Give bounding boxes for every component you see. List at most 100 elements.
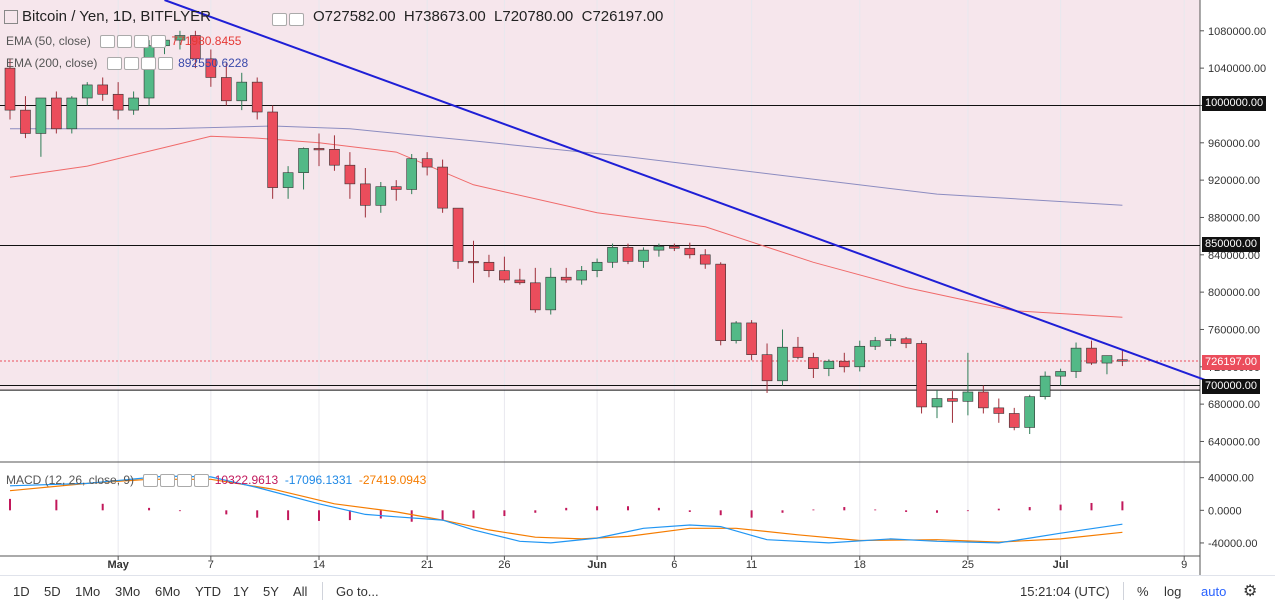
- timeframe-1mo[interactable]: 1Mo: [75, 584, 101, 599]
- candle-up: [66, 97, 78, 130]
- menu-icon[interactable]: [4, 10, 18, 24]
- candle-down: [437, 166, 448, 209]
- current-price-tag: 726197.00: [1202, 355, 1260, 370]
- price-axis-label: 1040000.00: [1208, 63, 1266, 75]
- candles-group: [4, 30, 1128, 434]
- price-axis-label: 1080000.00: [1208, 26, 1266, 38]
- candle-up: [962, 391, 974, 402]
- candle-down: [390, 186, 402, 190]
- macd-axis-label: 0.0000: [1208, 505, 1242, 517]
- candle-down: [684, 247, 696, 256]
- timeframe-3mo[interactable]: 3Mo: [115, 584, 141, 599]
- candle-up: [1039, 375, 1051, 397]
- toolbar-divider-right: [1123, 582, 1124, 600]
- timeframe-6mo[interactable]: 6Mo: [155, 584, 181, 599]
- candle-up: [128, 97, 139, 111]
- candle-up: [854, 345, 866, 368]
- time-axis-label: Jun: [587, 559, 607, 571]
- candle-up: [591, 261, 603, 271]
- price-axis-label: 800000.00: [1208, 287, 1260, 299]
- price-pane-shade: [0, 0, 1200, 391]
- candle-down: [20, 109, 31, 134]
- time-axis-label: 21: [421, 559, 433, 571]
- toolbar-divider: [322, 582, 323, 600]
- candle-down: [267, 111, 278, 188]
- goto-button[interactable]: Go to...: [336, 584, 379, 599]
- candle-down: [190, 35, 201, 60]
- candle-down: [622, 247, 634, 262]
- timeframe-1d[interactable]: 1D: [13, 584, 30, 599]
- candle-up: [282, 172, 294, 188]
- candle-down: [251, 81, 263, 113]
- open-value: O727582.00: [313, 8, 396, 25]
- ema50-label: EMA (50, close): [6, 34, 91, 48]
- log-toggle[interactable]: log: [1164, 584, 1182, 599]
- candle-down: [452, 207, 464, 262]
- candle-up: [545, 276, 557, 311]
- candle-down: [529, 282, 541, 311]
- price-pane-lower: [0, 390, 1200, 462]
- bottom-toolbar: [0, 575, 1275, 616]
- candle-down: [499, 270, 510, 281]
- time-axis-label: 6: [671, 559, 677, 571]
- ema200-line: [10, 125, 1123, 206]
- ema50-legend[interactable]: EMA (50, close) 771980.8455: [6, 34, 242, 49]
- timeframe-5d[interactable]: 5D: [44, 584, 61, 599]
- candle-down: [1008, 413, 1020, 428]
- candle-up: [576, 270, 587, 281]
- candle-down: [715, 263, 727, 341]
- level-tag-700000: 700000.00: [1202, 379, 1260, 394]
- candle-down: [978, 391, 989, 409]
- candle-down: [205, 58, 217, 78]
- candle-up: [777, 346, 788, 382]
- candle-up: [1055, 371, 1066, 377]
- macd-label: MACD (12, 26, close, 9): [6, 473, 135, 487]
- low-value: L720780.00: [494, 8, 574, 25]
- price-axis-label: 920000.00: [1208, 175, 1260, 187]
- candle-down: [947, 398, 958, 402]
- candle-down: [746, 322, 757, 355]
- time-axis-label: 9: [1181, 559, 1187, 571]
- timeframe-all[interactable]: All: [293, 584, 308, 599]
- candle-up: [1024, 396, 1035, 428]
- level-tag-850000: 850000.00: [1202, 237, 1260, 252]
- timeframe-ytd[interactable]: YTD: [195, 584, 221, 599]
- price-axis-label: 880000.00: [1208, 212, 1260, 224]
- time-axis-label: 7: [208, 559, 214, 571]
- candle-down: [916, 343, 927, 408]
- candle-down: [468, 261, 479, 264]
- candle-up: [35, 97, 47, 134]
- candle-down: [808, 357, 819, 369]
- candle-up: [375, 186, 387, 206]
- chart-canvas[interactable]: 640000.00680000.00720000.00760000.008000…: [0, 0, 1275, 575]
- timeframe-5y[interactable]: 5Y: [263, 584, 279, 599]
- candle-down: [993, 407, 1005, 414]
- ema50-value: 771980.8455: [171, 34, 242, 48]
- percent-toggle[interactable]: %: [1137, 584, 1149, 599]
- candle-up: [730, 322, 742, 341]
- time-axis-label: 25: [962, 559, 974, 571]
- time-axis-label: 18: [854, 559, 866, 571]
- time-axis-label: 14: [313, 559, 325, 571]
- time-axis-label: 11: [746, 559, 757, 571]
- timeframe-1y[interactable]: 1Y: [233, 584, 249, 599]
- macd-legend[interactable]: MACD (12, 26, close, 9) 10322.9613 -1709…: [6, 473, 426, 488]
- candle-down: [313, 148, 325, 151]
- time-axis-label: May: [107, 559, 129, 571]
- macd-signal-line: [9, 478, 1123, 543]
- candle-down: [560, 276, 572, 281]
- macd-hist-value: 10322.9613: [214, 473, 279, 487]
- clock[interactable]: 15:21:04 (UTC): [1020, 584, 1110, 599]
- candle-down: [900, 338, 912, 344]
- level-tag-1000000: 1000000.00: [1202, 96, 1267, 111]
- candle-up: [653, 246, 665, 251]
- symbol-title[interactable]: Bitcoin / Yen, 1D, BITFLYER: [22, 8, 211, 25]
- ema200-label: EMA (200, close): [6, 56, 98, 70]
- candle-down: [761, 354, 773, 382]
- ohlc-readout: O727582.00 H738673.00 L720780.00 C726197…: [313, 8, 663, 25]
- ema200-legend[interactable]: EMA (200, close) 892550.6228: [6, 56, 248, 71]
- settings-gear-icon[interactable]: ⚙: [1243, 583, 1258, 600]
- symbol-controls-icon[interactable]: [272, 12, 306, 27]
- ema50-line: [9, 135, 1123, 318]
- auto-toggle[interactable]: auto: [1201, 584, 1227, 599]
